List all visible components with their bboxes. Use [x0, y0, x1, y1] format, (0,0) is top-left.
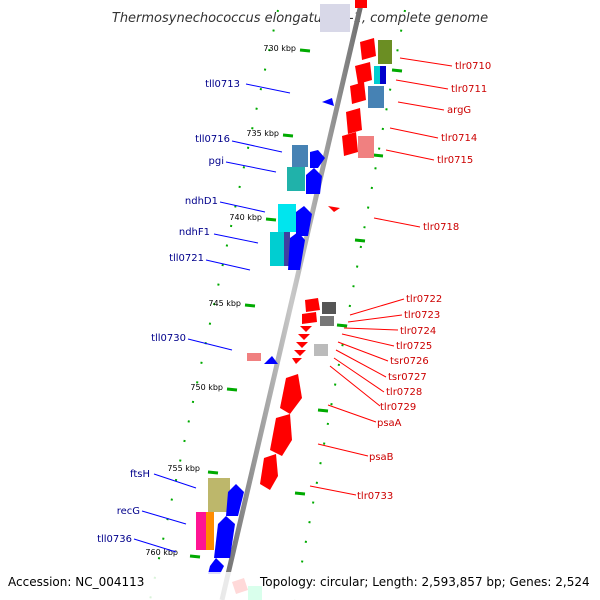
left-leader-lines: [133, 83, 291, 553]
label-tsr0727: tsr0727: [388, 372, 427, 383]
gene-ftsH-arrow: [226, 484, 244, 516]
gene-recG-box2: [206, 512, 214, 550]
gene-bottom-arrow: [208, 558, 224, 574]
gene-tlr0715: [342, 132, 358, 156]
label-ftsH: ftsH: [130, 469, 150, 480]
label-psaB: psaB: [369, 452, 394, 463]
scale-label-745: 745 kbp: [208, 299, 241, 308]
scale-label-740: 740 kbp: [229, 213, 262, 222]
gene-tll0730-arrow: [264, 356, 278, 364]
gene-ftsH-box: [208, 478, 230, 512]
gene-tll0713: [322, 98, 334, 106]
left-gene-labels: tll0713 tll0716 pgi ndhD1 ndhF1 tll0721 …: [97, 79, 240, 545]
label-tlr0715: tlr0715: [437, 155, 473, 166]
label-tlr0723: tlr0723: [404, 310, 440, 321]
scale-label-730: 730 kbp: [263, 44, 296, 53]
label-tlr0724: tlr0724: [400, 326, 436, 337]
gene-tlr0711: [355, 62, 372, 84]
gene-tll0716-arrow: [310, 150, 325, 168]
gene-tsr0727: [294, 350, 306, 356]
right-gene-labels: tlr0710 tlr0711 argG tlr0714 tlr0715 tlr…: [357, 61, 491, 502]
gene-tll0721-arrow: [288, 232, 305, 270]
footer-accession: Accession: NC_004113: [8, 575, 144, 589]
gene-tlr0722-box: [322, 302, 336, 314]
gene-block-top: [320, 4, 350, 32]
gene-tlr0728: [292, 358, 302, 364]
gene-ndhD1-arrow: [296, 206, 312, 236]
right-leader-lines: [309, 57, 453, 496]
gene-ndhF1-box2: [284, 232, 290, 266]
reverse-strand-genes: [196, 4, 350, 574]
gene-tlr0723-box: [320, 316, 334, 326]
gene-tll0736-arrow: [214, 516, 235, 558]
gene-tlr0722: [305, 298, 320, 312]
forward-strand-genes: [232, 0, 392, 600]
gene-tll0730-box: [247, 353, 261, 361]
scale-label-755: 755 kbp: [167, 464, 200, 473]
scale-label-760: 760 kbp: [145, 548, 178, 557]
label-tlr0722: tlr0722: [406, 294, 442, 305]
scale-labels: 730 kbp 735 kbp 740 kbp 745 kbp 750 kbp …: [145, 44, 296, 557]
label-tlr0728: tlr0728: [386, 387, 422, 398]
label-ndhF1: ndhF1: [179, 227, 210, 238]
scale-label-750: 750 kbp: [190, 383, 223, 392]
label-tlr0725: tlr0725: [396, 341, 432, 352]
gene-tlr0711-box2: [380, 66, 386, 84]
inner-track-ticks: [294, 68, 403, 496]
label-tlr0733: tlr0733: [357, 491, 393, 502]
label-tll0721: tll0721: [169, 253, 204, 264]
gene-tlr0710-box: [378, 40, 392, 64]
label-psaA: psaA: [377, 418, 402, 429]
gene-argG: [350, 82, 366, 104]
label-tlr0711: tlr0711: [451, 84, 487, 95]
scale-label-735: 735 kbp: [246, 129, 279, 138]
gene-tlr0711-box: [374, 66, 382, 84]
label-tll0736: tll0736: [97, 534, 132, 545]
gene-tlr0714: [346, 108, 362, 134]
gene-ndhD1-box: [278, 204, 296, 232]
gene-recG-box1: [196, 512, 208, 550]
label-tlr0729: tlr0729: [380, 402, 416, 413]
gene-tlr0723: [302, 312, 317, 324]
label-tll0713: tll0713: [205, 79, 240, 90]
gene-ndhF1-box: [270, 232, 284, 266]
gene-argG-box: [368, 86, 384, 108]
label-ndhD1: ndhD1: [185, 196, 218, 207]
gene-tlr0725-box: [314, 344, 328, 356]
genome-backbone: [219, 0, 365, 600]
label-argG: argG: [447, 105, 471, 116]
label-tlr0718: tlr0718: [423, 222, 459, 233]
gene-psaA: [280, 374, 302, 414]
gene-pgi-arrow: [306, 168, 322, 194]
gene-pgi-box: [287, 167, 305, 191]
gene-tlr0725: [298, 334, 310, 340]
label-tsr0726: tsr0726: [390, 356, 429, 367]
gene-tlr0718: [328, 206, 340, 212]
footer-stats: Topology: circular; Length: 2,593,857 bp…: [259, 575, 590, 589]
gene-tlr0715-box: [358, 136, 374, 158]
gene-tlr0710: [360, 38, 376, 60]
label-tlr0714: tlr0714: [441, 133, 477, 144]
label-tll0716: tll0716: [195, 134, 230, 145]
gene-tlr0733: [260, 454, 278, 490]
gene-top-box: [355, 0, 367, 8]
label-pgi: pgi: [209, 156, 224, 167]
label-tlr0710: tlr0710: [455, 61, 491, 72]
gene-psaB: [270, 414, 292, 456]
label-recG: recG: [117, 506, 140, 517]
gene-tll0716-box: [292, 145, 308, 167]
label-tll0730: tll0730: [151, 333, 186, 344]
scale-tick-marks: [189, 48, 311, 559]
outer-track-dots: [149, 9, 406, 600]
map-title: Thermosynechococcus elongatus BP-1, comp…: [112, 11, 488, 26]
gene-tsr0726: [296, 342, 308, 348]
gene-tlr0724: [300, 326, 312, 332]
